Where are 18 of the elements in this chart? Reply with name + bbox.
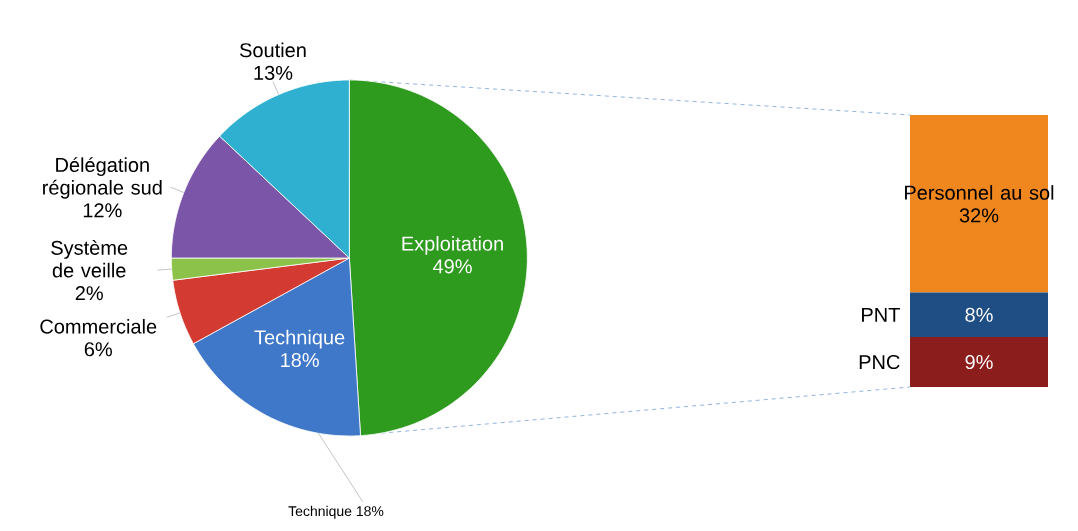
text: Technique 18% (288, 505, 384, 519)
series-label: PNT (862, 307, 900, 322)
data-label: 18% (281, 352, 319, 368)
data-label: 49% (432, 259, 472, 274)
data-label: 8% (965, 307, 993, 322)
data-label: 13% (254, 65, 293, 80)
slice-label: Technique (254, 329, 345, 349)
data-label: 2% (75, 286, 103, 301)
data-label: 9% (965, 354, 993, 370)
slice-label: Commerciale (40, 318, 157, 334)
slice-label: Délégation régionale sud (43, 157, 162, 199)
data-label: 6% (84, 342, 112, 357)
slice-label: Système de veille (51, 239, 128, 278)
series-label: PNC (859, 354, 900, 370)
data-label: 32% (959, 208, 999, 223)
slice-label: Soutien (239, 42, 306, 58)
data-label: 12% (83, 203, 122, 218)
slice-label: Exploitation (402, 236, 503, 255)
